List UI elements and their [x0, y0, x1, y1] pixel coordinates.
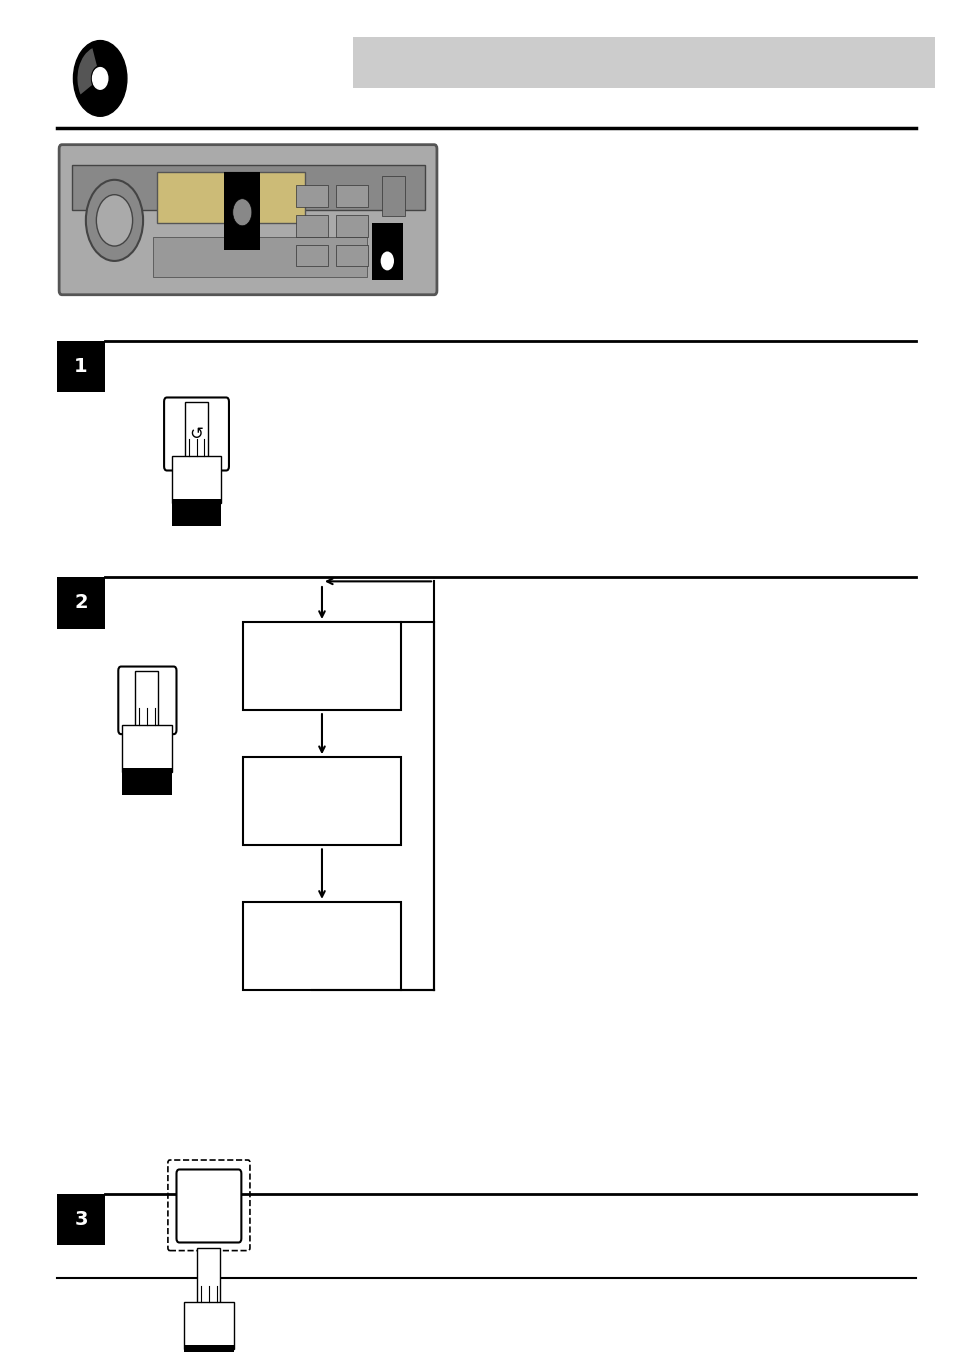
Circle shape: [233, 199, 252, 226]
Bar: [197, 1248, 220, 1305]
Bar: [57, 1194, 105, 1245]
Bar: [243, 622, 400, 710]
Bar: [172, 456, 221, 503]
Bar: [335, 185, 368, 207]
Bar: [243, 757, 400, 845]
Bar: [381, 176, 405, 216]
FancyBboxPatch shape: [176, 1169, 241, 1242]
Bar: [122, 725, 172, 772]
Bar: [353, 37, 934, 88]
Bar: [243, 902, 400, 990]
FancyBboxPatch shape: [118, 667, 176, 734]
Text: 3: 3: [74, 1210, 88, 1229]
Bar: [172, 499, 221, 526]
Wedge shape: [77, 49, 97, 95]
Text: ↺: ↺: [190, 425, 203, 443]
Bar: [71, 165, 424, 210]
Bar: [57, 577, 105, 629]
Bar: [57, 341, 105, 392]
Bar: [185, 402, 208, 458]
Bar: [135, 671, 158, 727]
Bar: [224, 172, 260, 250]
Bar: [372, 223, 402, 280]
Bar: [335, 245, 368, 266]
Bar: [335, 215, 368, 237]
Bar: [184, 1345, 233, 1352]
Text: 2: 2: [74, 594, 88, 612]
Bar: [157, 172, 305, 223]
Circle shape: [380, 251, 394, 270]
Bar: [295, 215, 328, 237]
Circle shape: [73, 41, 127, 116]
Circle shape: [92, 68, 108, 89]
Circle shape: [86, 180, 143, 261]
Circle shape: [96, 195, 132, 246]
Bar: [122, 768, 172, 795]
FancyBboxPatch shape: [164, 397, 229, 470]
Text: 1: 1: [74, 357, 88, 376]
Bar: [295, 245, 328, 266]
Bar: [184, 1302, 233, 1349]
Bar: [295, 185, 328, 207]
Bar: [152, 237, 367, 277]
FancyBboxPatch shape: [59, 145, 436, 295]
